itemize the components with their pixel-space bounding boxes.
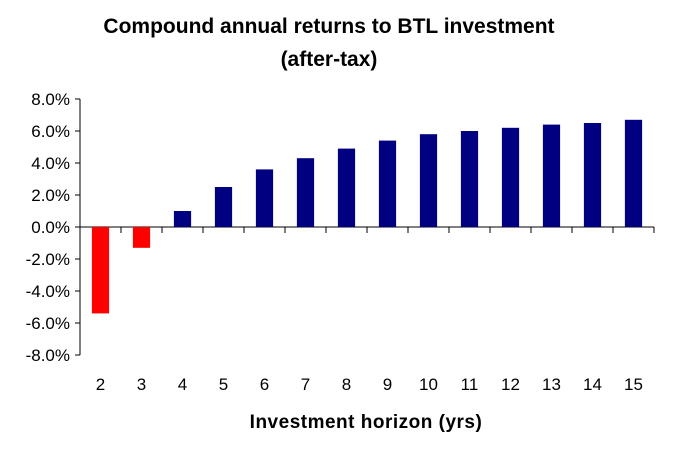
bar-13: [542, 124, 561, 227]
bar-12: [501, 127, 520, 227]
y-tick-label: 2.0%: [31, 186, 70, 205]
y-tick-label: -6.0%: [26, 314, 70, 333]
x-tick-label: 11: [461, 375, 479, 394]
bar-6: [255, 169, 274, 227]
bar-5: [214, 187, 233, 227]
y-tick-label: 4.0%: [31, 154, 70, 173]
bar-15: [624, 119, 643, 227]
x-tick-label: 5: [219, 375, 228, 394]
bar-9: [378, 140, 397, 227]
y-tick-label: -8.0%: [26, 346, 70, 365]
y-tick-label: 0.0%: [31, 218, 70, 237]
x-tick-label: 6: [260, 375, 269, 394]
x-tick-label: 2: [96, 375, 105, 394]
x-tick-label: 8: [342, 375, 351, 394]
x-tick-label: 9: [383, 375, 392, 394]
x-tick-label: 13: [542, 375, 561, 394]
x-ticks: [79, 227, 655, 233]
bar-4: [173, 211, 192, 227]
chart-title-line2: (after-tax): [281, 48, 378, 71]
y-ticks: [75, 98, 80, 356]
bar-3: [132, 227, 151, 248]
y-tick-label: -2.0%: [26, 250, 70, 269]
x-tick-label: 10: [419, 375, 438, 394]
bar-7: [296, 158, 315, 227]
bar-8: [337, 148, 356, 227]
x-tick-labels: 2 3 4 5 6 7 8 9 10 11 12 13 14 15: [96, 375, 643, 394]
y-tick-label: 6.0%: [31, 122, 70, 141]
bar-10: [419, 134, 438, 227]
x-axis-label: Investment horizon (yrs): [250, 412, 483, 433]
bar-14: [583, 123, 602, 227]
x-tick-label: 14: [583, 375, 602, 394]
bars: [91, 119, 643, 314]
bar-2: [91, 227, 110, 314]
x-tick-label: 3: [137, 375, 146, 394]
y-tick-label: 8.0%: [31, 90, 70, 109]
x-tick-label: 12: [501, 375, 520, 394]
bar-11: [460, 131, 479, 227]
x-tick-label: 15: [624, 375, 643, 394]
x-tick-label: 7: [301, 375, 310, 394]
chart-title-line1: Compound annual returns to BTL investmen…: [103, 15, 554, 38]
y-tick-label: -4.0%: [26, 282, 70, 301]
x-tick-label: 4: [178, 375, 187, 394]
y-tick-labels: 8.0% 6.0% 4.0% 2.0% 0.0% -2.0% -4.0% -6.0% -8.0%: [26, 90, 70, 365]
